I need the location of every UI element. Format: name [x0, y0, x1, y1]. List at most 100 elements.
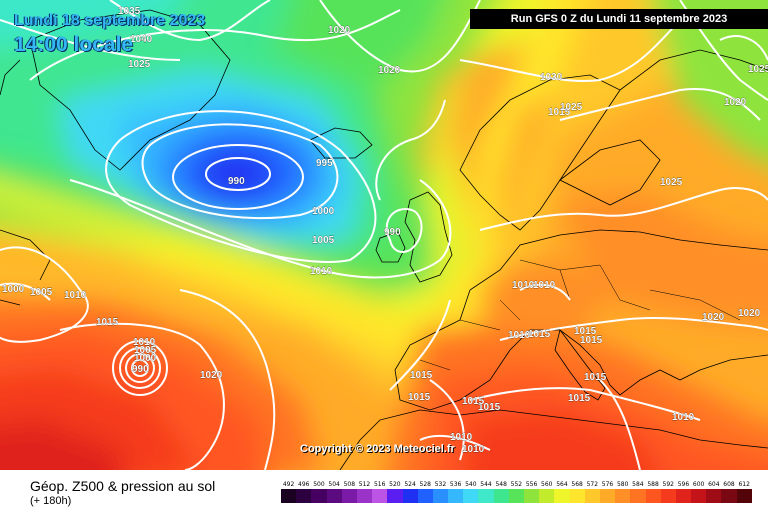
- scale-step: 520: [387, 480, 403, 503]
- isobar-label: 1025: [748, 64, 768, 75]
- scale-step-swatch: [645, 489, 661, 503]
- scale-step-swatch: [387, 489, 403, 503]
- isobar-label: 1015: [478, 402, 501, 413]
- scale-step: 576: [599, 480, 616, 503]
- scale-step-label: 592: [662, 481, 674, 488]
- coastlines: [0, 9, 768, 470]
- scale-step-swatch: [296, 489, 312, 503]
- scale-step-label: 568: [571, 481, 583, 488]
- isobar-label: 1015: [528, 329, 551, 340]
- scale-step: 536: [448, 480, 464, 503]
- scale-step: 564: [554, 480, 570, 503]
- scale-step: 540: [463, 480, 479, 503]
- isobar-label: 1020: [724, 97, 747, 108]
- scale-step-swatch: [569, 489, 585, 503]
- isobar-label: 1005: [312, 235, 335, 246]
- isobar-label: 1010: [533, 280, 556, 291]
- scale-step-label: 612: [738, 481, 750, 488]
- isobar-label: 990: [228, 176, 245, 187]
- isobar-labels: 1035 1040 1025 1020 1020 1030 1015 1020 …: [2, 6, 768, 455]
- scale-step: 524: [402, 480, 418, 503]
- isobar-label: 1025: [128, 59, 151, 70]
- scale-step: 556: [524, 480, 540, 503]
- isobar-label: 1020: [328, 25, 351, 36]
- legend-title: Géop. Z500 & pression au sol: [30, 478, 216, 494]
- scale-step: 516: [372, 480, 388, 503]
- scale-step-swatch: [584, 489, 600, 503]
- scale-step-label: 540: [465, 481, 477, 488]
- isobar-label: 1015: [584, 372, 607, 383]
- scale-step-swatch: [630, 489, 646, 503]
- scale-step-swatch: [736, 489, 752, 503]
- forecast-map: 1035 1040 1025 1020 1020 1030 1015 1020 …: [0, 0, 768, 470]
- scale-step: 548: [493, 480, 509, 503]
- color-scale: 492 496 500 504 508 512 516 520 524 528 532 536 540 5…: [281, 480, 752, 503]
- isobar-label: 1010: [133, 337, 156, 348]
- scale-step: 608: [721, 480, 737, 503]
- scale-step-label: 580: [616, 481, 629, 488]
- isobar-label: 1005: [134, 345, 157, 356]
- isobar-label: 1020: [378, 65, 401, 76]
- isobar-label: 1010: [310, 266, 333, 277]
- scale-step: 560: [539, 480, 555, 503]
- scale-step-swatch: [539, 489, 555, 503]
- forecast-time: 14:00 locale: [14, 33, 134, 56]
- scale-step-label: 596: [677, 481, 690, 488]
- scale-step-label: 576: [601, 481, 614, 488]
- isobar-label: 1010: [64, 290, 87, 301]
- isobar-label: 1010: [450, 432, 473, 443]
- scale-step: 580: [615, 480, 631, 503]
- scale-step-label: 552: [510, 481, 523, 488]
- scale-step-label: 560: [541, 481, 553, 488]
- scale-step-label: 584: [632, 481, 644, 488]
- scale-step-swatch: [660, 489, 676, 503]
- scale-step-swatch: [508, 489, 524, 503]
- scale-step: 504: [326, 480, 342, 503]
- isobar-label: 990: [384, 227, 401, 238]
- scale-step: 592: [660, 480, 676, 503]
- scale-step: 568: [569, 480, 585, 503]
- scale-step-swatch: [372, 489, 388, 503]
- scale-step-label: 516: [373, 481, 386, 488]
- scale-step-label: 608: [723, 481, 735, 488]
- scale-step: 600: [691, 480, 707, 503]
- scale-step-label: 604: [708, 481, 720, 488]
- model-run-banner: Run GFS 0 Z du Lundi 11 septembre 2023: [470, 9, 768, 29]
- isobar-label: 1000: [2, 284, 25, 295]
- scale-step: 572: [584, 480, 600, 503]
- scale-step: 552: [508, 480, 524, 503]
- scale-step-label: 500: [313, 481, 325, 488]
- legend-subtitle: (+ 180h): [30, 495, 72, 507]
- scale-step-label: 564: [556, 481, 568, 488]
- copyright-notice: Copyright © 2023 Meteociel.fr: [300, 443, 455, 455]
- isobar-label: 1035: [118, 6, 141, 17]
- isobar-label: 1015: [410, 370, 433, 381]
- isobar-label: 1015: [574, 326, 597, 337]
- scale-step-swatch: [341, 489, 357, 503]
- scale-step: 588: [645, 480, 661, 503]
- scale-step-swatch: [524, 489, 540, 503]
- scale-step-swatch: [599, 489, 616, 503]
- scale-step-swatch: [721, 489, 737, 503]
- scale-step: 544: [478, 480, 494, 503]
- scale-step-swatch: [675, 489, 692, 503]
- scale-step: 508: [341, 480, 357, 503]
- scale-step-label: 492: [282, 481, 295, 488]
- scale-step-swatch: [402, 489, 418, 503]
- isobar-label: 1040: [130, 34, 153, 45]
- isobar-label: 1020: [200, 370, 223, 381]
- isobar-label: 1025: [660, 177, 683, 188]
- scale-step-label: 520: [389, 481, 401, 488]
- scale-step-label: 544: [480, 481, 492, 488]
- scale-step-label: 528: [419, 481, 431, 488]
- scale-step-swatch: [311, 489, 327, 503]
- scale-step-label: 556: [525, 481, 538, 488]
- scale-step-swatch: [478, 489, 494, 503]
- isobars: [0, 0, 768, 470]
- scale-step-label: 512: [358, 481, 371, 488]
- scale-step-label: 532: [434, 481, 447, 488]
- isobar-label: 995: [316, 158, 333, 169]
- isobar-label: 1020: [738, 308, 761, 319]
- scale-step-swatch: [448, 489, 464, 503]
